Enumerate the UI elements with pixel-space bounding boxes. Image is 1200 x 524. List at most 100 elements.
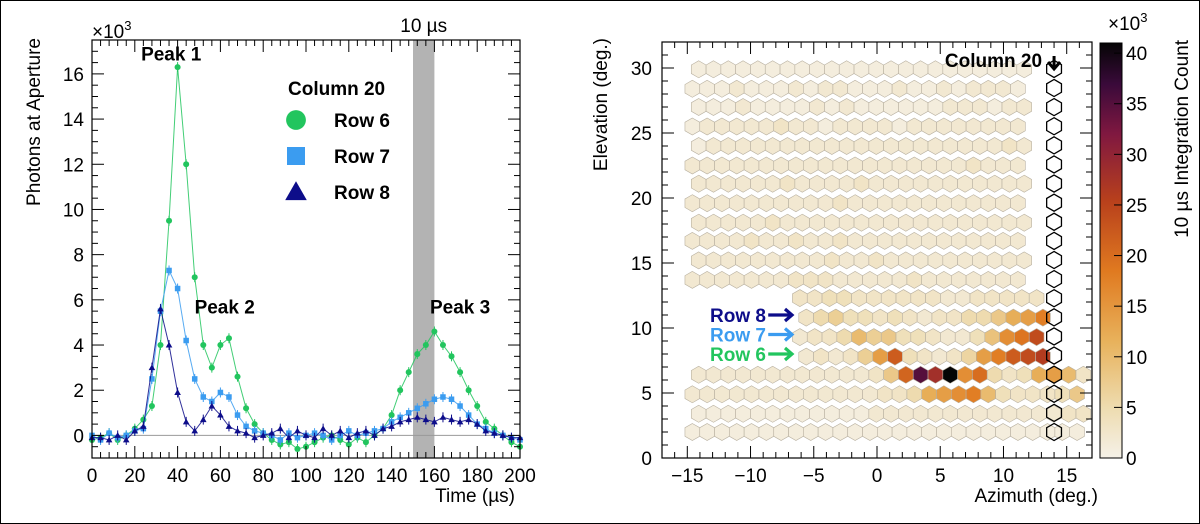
hex-cell [809,137,825,155]
hex-cell [883,98,899,116]
hex-cell [927,137,944,155]
hex-cell [714,156,730,175]
hex-cell [794,213,810,232]
legend-label: Row 7 [334,147,390,168]
hex-cell [906,423,923,441]
hex-cell [927,365,944,384]
hex-cell [758,79,775,98]
hex-cell [927,98,944,116]
data-point [114,432,121,438]
hex-cell [936,156,952,175]
hex-cell [817,117,834,136]
hex-cell [995,385,1011,404]
data-point [473,420,481,427]
hex-cell [743,232,760,250]
colorbar-tick-label: 15 [1126,297,1147,318]
hex-cell [847,79,863,98]
hex-cell [1016,60,1032,79]
hex-cell [972,213,988,232]
data-point [465,416,472,423]
hex-cell [1005,347,1022,366]
hex-cell [931,347,948,366]
data-point [148,403,155,410]
hex-cell [965,194,982,213]
hex-cell [1039,423,1056,441]
hex-cell [1075,404,1092,423]
hex-cell [877,117,893,136]
hex-cell [942,174,958,193]
hex-cell [1001,365,1018,384]
hex-cell [898,404,914,423]
hex-cell [684,117,701,136]
x-tick-label: 160 [419,466,451,487]
hex-cell [847,156,863,175]
column-hex-outline [1046,174,1063,193]
hex-cell [906,271,923,289]
hex-cell [779,60,796,79]
data-point [234,412,241,418]
hex-cell [803,79,819,98]
data-point [251,428,258,434]
data-point [217,411,224,418]
hex-cell [1016,98,1032,116]
hex-cells [684,60,1092,441]
hex-cell [862,117,878,136]
hex-cell [743,156,760,175]
hex-cell [764,174,781,193]
hex-cell [788,156,804,175]
hex-cell [965,423,982,441]
legend-label: Row 8 [334,183,390,204]
hex-cell [847,271,863,289]
y-tick-label: 2 [73,381,84,402]
hex-cell [803,194,819,213]
hex-cell [838,60,855,79]
data-point [97,434,104,441]
hex-cell [821,289,838,307]
hex-cell [921,194,937,213]
hex-cell [880,328,897,346]
hex-cell [868,60,884,79]
data-point [183,161,190,168]
hex-cell [699,194,715,213]
hex-cell [916,308,933,327]
hex-cell [779,404,796,423]
data-point [465,387,472,394]
hex-cell [954,289,971,307]
hex-cell [847,385,863,404]
data-point [414,351,421,358]
hex-cell [887,347,903,366]
column-hex-outline [1046,346,1063,365]
hex-cell [1054,423,1070,441]
data-point [140,423,147,429]
data-point [405,369,412,376]
hex-cell [950,232,967,250]
hex-cell [1001,174,1018,193]
hex-cell [898,137,914,155]
data-point [294,427,301,434]
hex-cell [950,194,967,213]
hex-cell [764,213,781,232]
hex-cell [891,232,908,250]
hex-cell [847,423,863,441]
hex-cell [898,174,914,193]
hex-cell [862,271,878,289]
hex-cell [942,98,958,116]
data-point [456,418,464,425]
hex-cell [891,423,908,441]
data-point [405,410,412,416]
hex-cell [887,308,903,327]
hex-cell [853,251,870,270]
data-point [319,425,327,432]
hex-cell [866,328,882,346]
hex-cell [792,289,808,307]
series-row-6 [88,62,524,454]
hex-cell [976,308,992,327]
hex-cell [872,347,888,366]
colorbar-tick-label: 30 [1126,145,1147,166]
hex-cell [950,385,967,404]
hex-cell [836,289,852,307]
hex-cell [984,328,1000,346]
hex-cell [954,328,971,346]
colorbar-title: 10 µs Integration Count [1172,39,1193,238]
